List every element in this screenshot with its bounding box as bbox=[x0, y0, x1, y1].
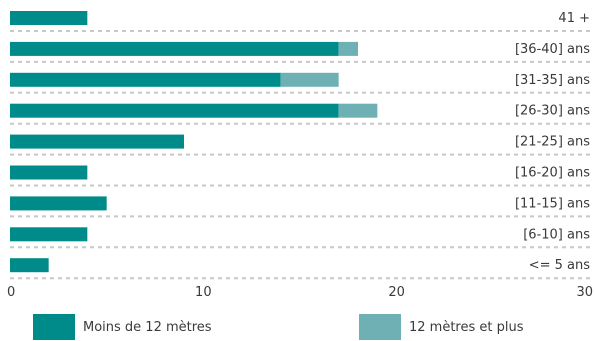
legend-label: Moins de 12 mètres bbox=[83, 319, 212, 335]
bar-12-metres-et-plus bbox=[338, 41, 358, 56]
category-label: [26-30] ans bbox=[515, 104, 590, 119]
legend-item-moins-de-12-metres: Moins de 12 mètres bbox=[33, 314, 212, 340]
bar-moins-de-12-metres bbox=[10, 134, 184, 149]
category-labels: 41 + [36-40] ans [31-35] ans [26-30] ans [21… bbox=[515, 11, 590, 273]
bar-moins-de-12-metres bbox=[10, 72, 281, 87]
category-label: 41 + bbox=[558, 11, 590, 26]
x-tick-label: 30 bbox=[576, 285, 593, 300]
category-label: [6-10] ans bbox=[523, 227, 590, 242]
bar-moins-de-12-metres bbox=[10, 196, 107, 211]
bar-moins-de-12-metres bbox=[10, 41, 339, 56]
bars bbox=[10, 11, 378, 273]
bar-chart: 41 + [36-40] ans [31-35] ans [26-30] ans [21… bbox=[7, 11, 593, 300]
legend-label: 12 mètres et plus bbox=[409, 319, 524, 335]
bar-moins-de-12-metres bbox=[10, 11, 88, 25]
category-label: [21-25] ans bbox=[515, 135, 590, 150]
category-label: <= 5 ans bbox=[529, 258, 591, 273]
grid-lines bbox=[10, 30, 590, 280]
bar-moins-de-12-metres bbox=[10, 258, 49, 273]
x-tick-label: 0 bbox=[7, 285, 15, 300]
category-label: [11-15] ans bbox=[515, 196, 590, 211]
category-label: [31-35] ans bbox=[515, 73, 590, 88]
category-label: [16-20] ans bbox=[515, 166, 590, 181]
bar-12-metres-et-plus bbox=[280, 72, 339, 87]
legend-swatch bbox=[33, 314, 75, 340]
bar-moins-de-12-metres bbox=[10, 165, 88, 180]
bar-moins-de-12-metres bbox=[10, 227, 88, 242]
legend-item-12-metres-et-plus: 12 mètres et plus bbox=[359, 314, 524, 340]
category-label: [36-40] ans bbox=[515, 42, 590, 57]
legend-swatch bbox=[359, 314, 401, 340]
x-tick-label: 10 bbox=[195, 285, 212, 300]
bar-12-metres-et-plus bbox=[338, 103, 378, 118]
x-axis-ticks: 0 10 20 30 bbox=[7, 285, 593, 300]
bar-moins-de-12-metres bbox=[10, 103, 339, 118]
x-tick-label: 20 bbox=[388, 285, 405, 300]
